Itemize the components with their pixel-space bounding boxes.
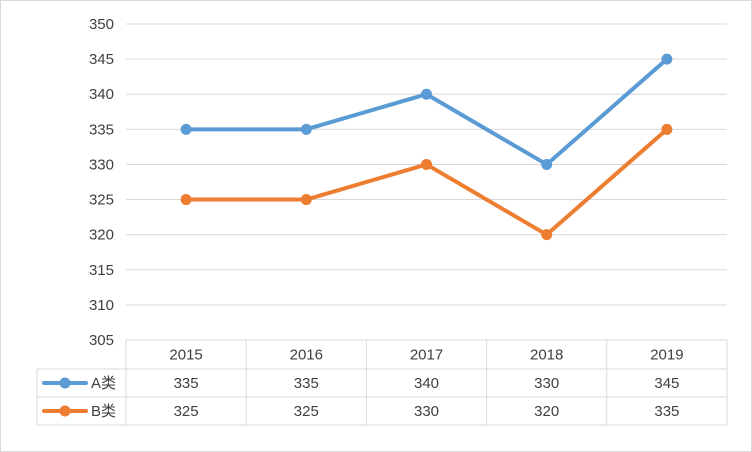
series-lines bbox=[180, 53, 673, 241]
series-line bbox=[184, 57, 669, 167]
y-axis-ticks: 305 310 315 320 325 330 335 340 345 350 bbox=[89, 16, 114, 349]
x-tick-label: 2017 bbox=[410, 347, 443, 364]
series-line bbox=[184, 127, 669, 237]
legend-key-marker bbox=[59, 405, 71, 417]
y-tick-label: 335 bbox=[89, 121, 114, 138]
data-point bbox=[541, 229, 553, 241]
table-cell: 330 bbox=[534, 375, 559, 392]
y-tick-label: 345 bbox=[89, 51, 114, 68]
data-point bbox=[661, 123, 673, 135]
x-tick-label: 2019 bbox=[650, 347, 683, 364]
table-cell: 335 bbox=[294, 375, 319, 392]
data-point bbox=[421, 88, 432, 100]
table-cell: 345 bbox=[654, 375, 679, 392]
y-tick-label: 350 bbox=[89, 16, 114, 33]
y-tick-label: 310 bbox=[89, 297, 114, 314]
y-tick-label: 340 bbox=[89, 86, 114, 103]
data-point bbox=[180, 194, 192, 206]
data-point bbox=[300, 123, 312, 135]
legend-label: B类 bbox=[91, 403, 116, 420]
table-cell: 340 bbox=[414, 375, 439, 392]
y-tick-label: 315 bbox=[89, 262, 114, 279]
table-cell: 325 bbox=[294, 403, 319, 420]
x-tick-label: 2018 bbox=[530, 347, 563, 364]
y-tick-label: 330 bbox=[89, 156, 114, 173]
y-tick-label: 320 bbox=[89, 227, 114, 244]
data-point bbox=[180, 123, 192, 135]
table-cell: 335 bbox=[174, 375, 199, 392]
table-cell: 325 bbox=[174, 403, 199, 420]
legend-label: A类 bbox=[91, 375, 116, 392]
x-tick-label: 2015 bbox=[169, 347, 202, 364]
data-table: 2015 2016 2017 2018 2019 A类 335 335 340 330 345 B类 3… bbox=[36, 339, 728, 426]
table-cell: 335 bbox=[654, 403, 679, 420]
y-tick-label: 325 bbox=[89, 192, 114, 209]
table-cell: 320 bbox=[534, 403, 559, 420]
data-point bbox=[300, 194, 312, 206]
data-point bbox=[661, 53, 673, 65]
data-point bbox=[421, 158, 432, 170]
legend-key-marker bbox=[59, 377, 71, 389]
x-tick-label: 2016 bbox=[290, 347, 323, 364]
y-tick-label: 305 bbox=[89, 332, 114, 349]
data-point bbox=[541, 158, 553, 170]
table-cell: 330 bbox=[414, 403, 439, 420]
